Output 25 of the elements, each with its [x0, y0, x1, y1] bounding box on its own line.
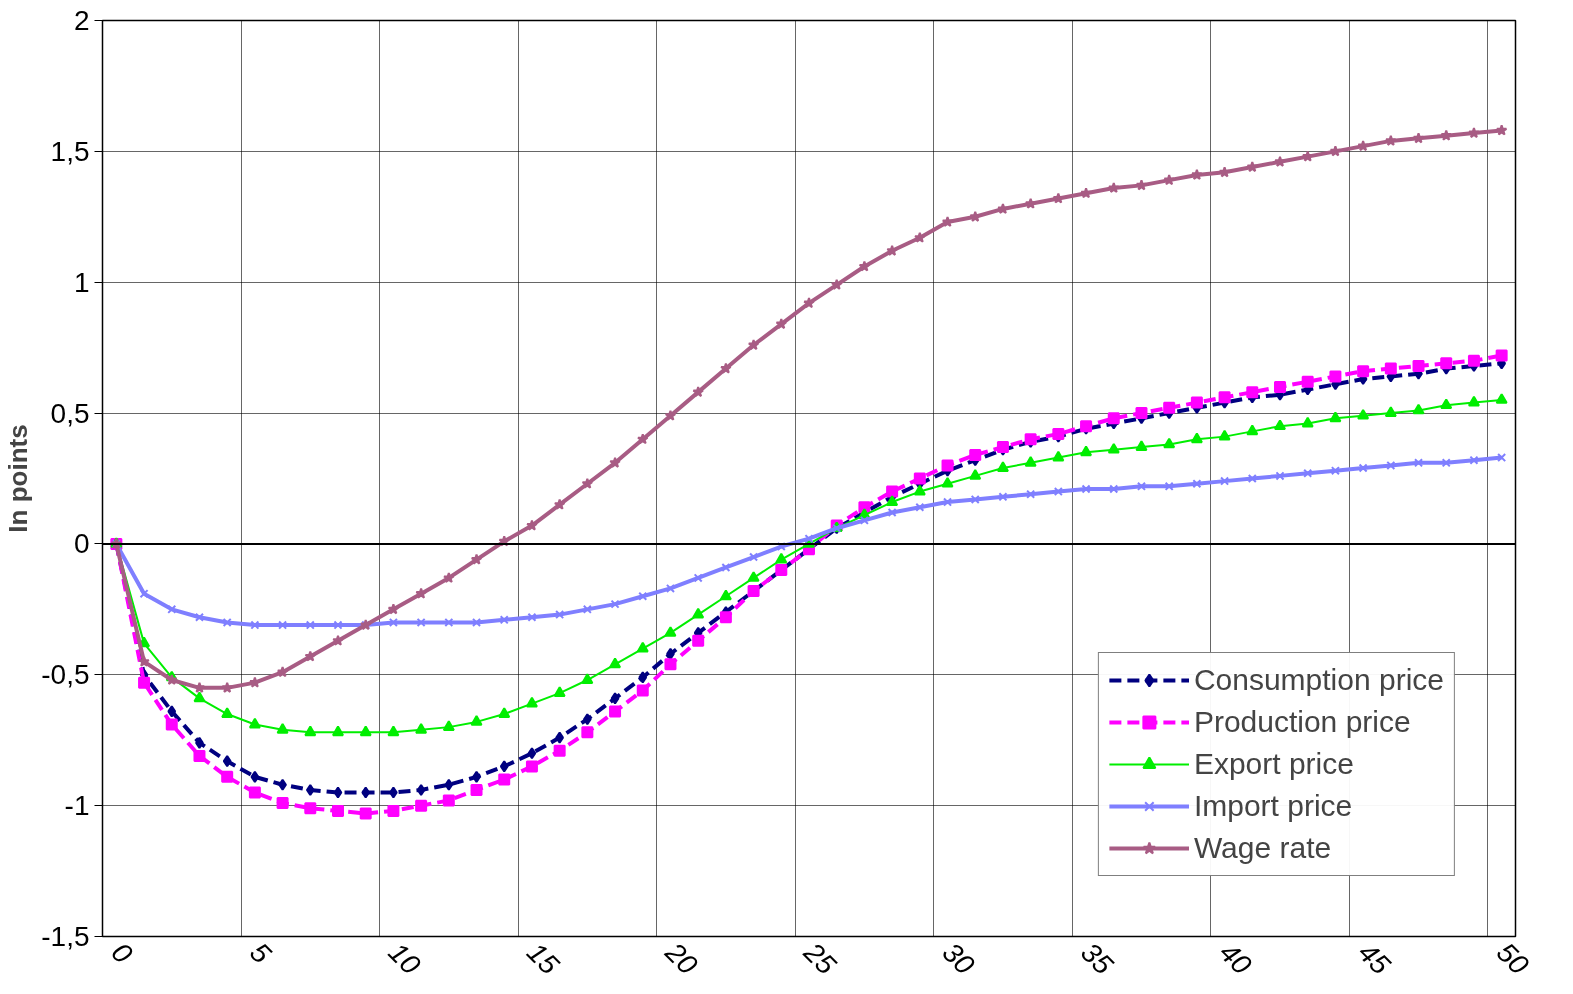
y-tick-label: 1,5	[50, 135, 90, 167]
y-tick-label: 0,5	[50, 397, 90, 429]
x-tick-label: 0	[105, 936, 139, 970]
x-tick-label: 40	[1213, 936, 1258, 981]
legend-label: Consumption price	[1193, 663, 1444, 697]
x-tick-label: 30	[936, 936, 981, 981]
x-tick-label: 50	[1490, 936, 1535, 981]
y-axis-title: In points	[3, 424, 34, 533]
x-tick-label: 5	[243, 936, 278, 970]
y-tick-label: -1	[64, 790, 90, 822]
x-tick-label: 20	[658, 935, 704, 981]
y-tick-label: 1	[73, 266, 90, 298]
legend-label: Export price	[1193, 747, 1354, 781]
legend-label: Import price	[1193, 789, 1353, 823]
y-tick-label: -0,5	[41, 659, 90, 691]
y-tick-label: 2	[73, 5, 90, 36]
x-tick-label: 35	[1075, 936, 1120, 981]
x-tick-label: 25	[797, 935, 843, 981]
y-tick-label: 0	[73, 528, 90, 560]
legend-label: Wage rate	[1193, 831, 1332, 865]
y-tick-label: -1,5	[41, 921, 90, 952]
legend-label: Production price	[1193, 705, 1411, 739]
x-tick-label: 15	[520, 936, 566, 981]
x-tick-label: 10	[382, 936, 427, 981]
x-tick-label: 45	[1352, 936, 1397, 981]
